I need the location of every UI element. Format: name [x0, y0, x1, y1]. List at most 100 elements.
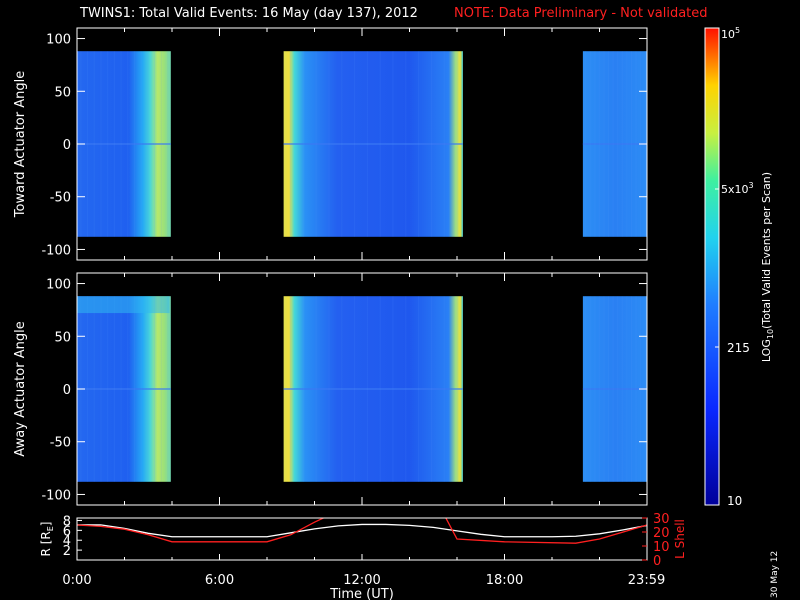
y-tick-label: 50 — [54, 330, 71, 345]
heatmap-texture — [635, 296, 637, 482]
heatmap-texture — [120, 296, 122, 482]
heatmap-texture — [612, 51, 614, 237]
heatmap-texture — [626, 296, 628, 482]
y-tick-label: 0 — [63, 138, 71, 153]
x-tick-label: 0:00 — [62, 573, 91, 588]
x-tick-label: 12:00 — [343, 573, 380, 588]
heatmap-texture — [612, 296, 614, 482]
heatmap-texture — [594, 296, 596, 482]
y-tick-label: -100 — [41, 488, 71, 503]
y-tick-label: 100 — [46, 33, 71, 48]
heatmap-texture — [93, 296, 95, 482]
heatmap-texture — [127, 296, 129, 482]
label-part: (Total Valid Events per Scan) — [760, 172, 773, 329]
heatmap-texture — [585, 296, 587, 482]
y-tick-label: 100 — [46, 278, 71, 293]
r-series-line — [77, 523, 647, 538]
heatmap-texture — [608, 51, 610, 237]
heatmap-texture — [392, 296, 394, 482]
heatmap-texture — [107, 51, 109, 237]
label-exp: 5 — [735, 26, 740, 35]
y-axis-label: Away Actuator Angle — [13, 321, 28, 456]
y-tick-label: -100 — [41, 243, 71, 258]
heatmap-texture — [302, 51, 304, 237]
label-part: ] — [39, 522, 53, 527]
y-axis-label: Toward Actuator Angle — [13, 71, 28, 218]
heatmap-texture — [93, 51, 95, 237]
heatmap-texture — [405, 51, 407, 237]
x-axis-label: Time (UT) — [329, 587, 394, 600]
x-tick-label: 18:00 — [486, 573, 523, 588]
heatmap-texture — [87, 51, 89, 237]
colorbar-title: LOG10(Total Valid Events per Scan) — [760, 172, 775, 362]
date-stamp: 30 May 12 — [770, 550, 780, 598]
zero-angle-band — [582, 143, 647, 145]
colorbar-frame — [704, 27, 720, 506]
zero-angle-band — [283, 388, 463, 390]
heatmap-texture — [456, 296, 458, 482]
y-tick-label-right: 0 — [653, 554, 661, 569]
heatmap-texture — [608, 296, 610, 482]
heatmap-texture — [328, 296, 330, 482]
heatmap-texture — [87, 296, 89, 482]
heatmap-texture — [113, 51, 115, 237]
heatmap-texture — [120, 51, 122, 237]
heatmap-texture — [100, 51, 102, 237]
heatmap-texture — [585, 51, 587, 237]
heatmap-texture — [443, 296, 445, 482]
x-tick-label: 6:00 — [205, 573, 234, 588]
heatmap-texture — [598, 51, 600, 237]
y-tick-label-right: 30 — [653, 512, 670, 527]
heatmap-texture — [113, 296, 115, 482]
label-base: 5x10 — [721, 183, 749, 196]
y-tick-label: 2 — [63, 544, 71, 559]
heatmap-texture — [594, 51, 596, 237]
colorbar-tick-label: 215 — [727, 341, 750, 355]
heatmap-texture — [598, 296, 600, 482]
heatmap-texture — [341, 51, 343, 237]
heatmap-texture — [443, 51, 445, 237]
zero-angle-band — [77, 388, 171, 390]
heatmap-texture — [100, 296, 102, 482]
colorbar-gradient — [705, 28, 719, 505]
y-tick-label: 6 — [63, 524, 71, 539]
heatmap-texture — [315, 51, 317, 237]
heatmap-texture — [140, 296, 142, 482]
colorbar-max-label: 105 — [721, 26, 740, 41]
heatmap-texture — [589, 296, 591, 482]
label-subscript: E — [46, 526, 55, 531]
y-tick-label: 0 — [63, 383, 71, 398]
colorbar-min-label: 10 — [727, 494, 742, 508]
heatmap-texture — [379, 51, 381, 237]
heatmap-texture — [154, 51, 156, 237]
heatmap-texture — [354, 51, 356, 237]
zero-angle-band — [283, 143, 463, 145]
label-part: LOG — [760, 339, 773, 362]
heatmap-texture — [328, 51, 330, 237]
right-axis-label: L Shell — [673, 519, 687, 559]
heatmap-texture — [290, 51, 292, 237]
heatmap-texture — [290, 296, 292, 482]
heatmap-texture — [315, 296, 317, 482]
heatmap-texture — [418, 51, 420, 237]
left-axis-label: R [RE] — [39, 522, 55, 557]
heatmap-texture — [617, 51, 619, 237]
heatmap-texture — [430, 51, 432, 237]
heatmap-texture — [154, 296, 156, 482]
lshell-series-line — [77, 518, 647, 544]
heatmap-texture — [621, 51, 623, 237]
heatmap-texture — [167, 296, 169, 482]
heatmap-texture — [302, 296, 304, 482]
y-tick-label: 4 — [63, 534, 71, 549]
heatmap-texture — [147, 51, 149, 237]
heatmap-texture — [405, 296, 407, 482]
heatmap-texture — [392, 51, 394, 237]
y-tick-label: -50 — [50, 436, 71, 451]
x-tick-label: 23:59 — [628, 573, 665, 588]
toward-actuator-panel: 100 50 0 -50 -100 Toward Actuator Angle — [13, 27, 648, 261]
heatmap-texture — [626, 51, 628, 237]
heatmap-texture — [366, 296, 368, 482]
y-tick-label: -50 — [50, 191, 71, 206]
